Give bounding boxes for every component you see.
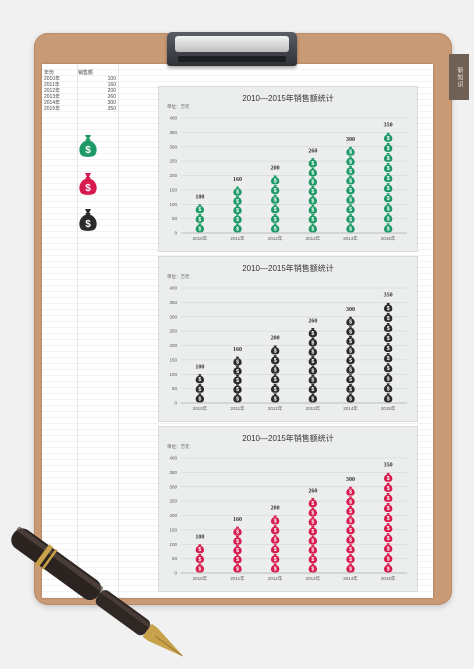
table-cell-value: 100 <box>107 76 116 82</box>
data-label: 200 <box>271 166 280 172</box>
data-label: 200 <box>271 336 280 342</box>
y-tick-label: 50 <box>172 556 178 561</box>
y-tick-label: 100 <box>169 542 177 547</box>
data-label: 160 <box>233 517 242 523</box>
x-tick-label: 2011年 <box>230 575 245 582</box>
data-label: 200 <box>271 506 280 512</box>
y-tick-label: 250 <box>169 329 177 334</box>
data-label: 300 <box>346 137 355 143</box>
y-tick-label: 350 <box>169 130 177 135</box>
y-tick-label: 400 <box>169 286 177 291</box>
y-tick-label: 150 <box>169 357 177 362</box>
data-label: 300 <box>346 477 355 483</box>
data-label: 260 <box>308 148 317 154</box>
chart-red: 0 50 100 150 200 250 300 350 400 100 2010年 160 2011年… <box>169 456 407 582</box>
data-label: 350 <box>384 462 393 468</box>
data-label: 260 <box>308 318 317 324</box>
y-tick-label: 250 <box>169 159 177 164</box>
table-cell-value: 160 <box>107 82 116 88</box>
table-cell-value: 350 <box>107 106 116 112</box>
x-tick-label: 2012年 <box>268 575 283 582</box>
data-label: 160 <box>233 177 242 183</box>
y-tick-label: 300 <box>169 314 177 319</box>
chart-title: 2010—2015年销售额统计 <box>242 434 334 443</box>
y-tick-label: 0 <box>174 571 177 576</box>
chart-title: 2010—2015年销售额统计 <box>242 264 334 273</box>
x-tick-label: 2012年 <box>268 235 283 242</box>
chart-unit-label: 单位：万元 <box>167 274 190 279</box>
data-label: 350 <box>384 292 393 298</box>
chart-unit-label: 单位：万元 <box>167 104 190 109</box>
table-cell-year: 2015年 <box>44 106 61 112</box>
table-cell-value: 260 <box>107 94 116 100</box>
data-label: 350 <box>384 122 393 128</box>
table-cell-year: 2012年 <box>44 88 61 94</box>
chart-black: 0 50 100 150 200 250 300 350 400 100 2010年 160 2011年… <box>169 286 407 412</box>
table-cell-year: 2010年 <box>44 76 61 82</box>
y-tick-label: 100 <box>169 202 177 207</box>
data-label: 100 <box>195 364 204 370</box>
data-label: 160 <box>233 347 242 353</box>
x-tick-label: 2010年 <box>193 235 208 242</box>
y-tick-label: 350 <box>169 300 177 305</box>
x-tick-label: 2015年 <box>381 405 396 412</box>
y-tick-label: 100 <box>169 372 177 377</box>
clipboard-clip-bar <box>178 56 286 62</box>
x-tick-label: 2011年 <box>230 235 245 242</box>
data-label: 100 <box>195 194 204 200</box>
y-tick-label: 50 <box>172 216 178 221</box>
table-cell-value: 300 <box>107 100 116 106</box>
y-tick-label: 200 <box>169 343 177 348</box>
table-cell-year: 2011年 <box>44 82 60 88</box>
brand-stamp: 新知识 <box>449 54 469 100</box>
chart-green: 0 50 100 150 200 250 300 350 400 100 2010年 160 2011年… <box>169 116 407 242</box>
data-label: 100 <box>195 534 204 540</box>
y-tick-label: 200 <box>169 173 177 178</box>
x-tick-label: 2015年 <box>381 575 396 582</box>
table-cell-year: 2014年 <box>44 100 61 106</box>
chart-title: 2010—2015年销售额统计 <box>242 94 334 103</box>
y-tick-label: 150 <box>169 527 177 532</box>
table-cell-value: 200 <box>107 88 116 94</box>
x-tick-label: 2013年 <box>306 405 321 412</box>
x-tick-label: 2015年 <box>381 235 396 242</box>
x-tick-label: 2011年 <box>230 405 245 412</box>
x-tick-label: 2013年 <box>306 575 321 582</box>
table-header-year: 年份 <box>44 70 55 76</box>
chart-panel-black: 2010—2015年销售额统计 单位：万元 0 50 100 150 200 250 300… <box>158 256 418 422</box>
y-tick-label: 200 <box>169 513 177 518</box>
x-tick-label: 2012年 <box>268 405 283 412</box>
y-tick-label: 150 <box>169 187 177 192</box>
chart-panel-green: 2010—2015年销售额统计 单位：万元 0 50 100 150 200 250 300… <box>158 86 418 252</box>
y-tick-label: 0 <box>174 231 177 236</box>
x-tick-label: 2014年 <box>343 405 358 412</box>
y-tick-label: 350 <box>169 470 177 475</box>
y-tick-label: 0 <box>174 401 177 406</box>
chart-panel-red: 2010—2015年销售额统计 单位：万元 0 50 100 150 200 250 300… <box>158 426 418 592</box>
y-tick-label: 300 <box>169 144 177 149</box>
y-tick-label: 400 <box>169 456 177 461</box>
y-tick-label: 250 <box>169 499 177 504</box>
x-tick-label: 2010年 <box>193 575 208 582</box>
table-cell-year: 2013年 <box>44 94 61 100</box>
y-tick-label: 300 <box>169 484 177 489</box>
x-tick-label: 2014年 <box>343 235 358 242</box>
x-tick-label: 2013年 <box>306 235 321 242</box>
data-label: 300 <box>346 307 355 313</box>
x-tick-label: 2010年 <box>193 405 208 412</box>
clipboard-clip-plate <box>175 36 289 52</box>
y-tick-label: 50 <box>172 386 178 391</box>
data-label: 260 <box>308 488 317 494</box>
chart-unit-label: 单位：万元 <box>167 444 190 449</box>
y-tick-label: 400 <box>169 116 177 121</box>
x-tick-label: 2014年 <box>343 575 358 582</box>
table-header-sales: 销售额 <box>78 70 94 76</box>
